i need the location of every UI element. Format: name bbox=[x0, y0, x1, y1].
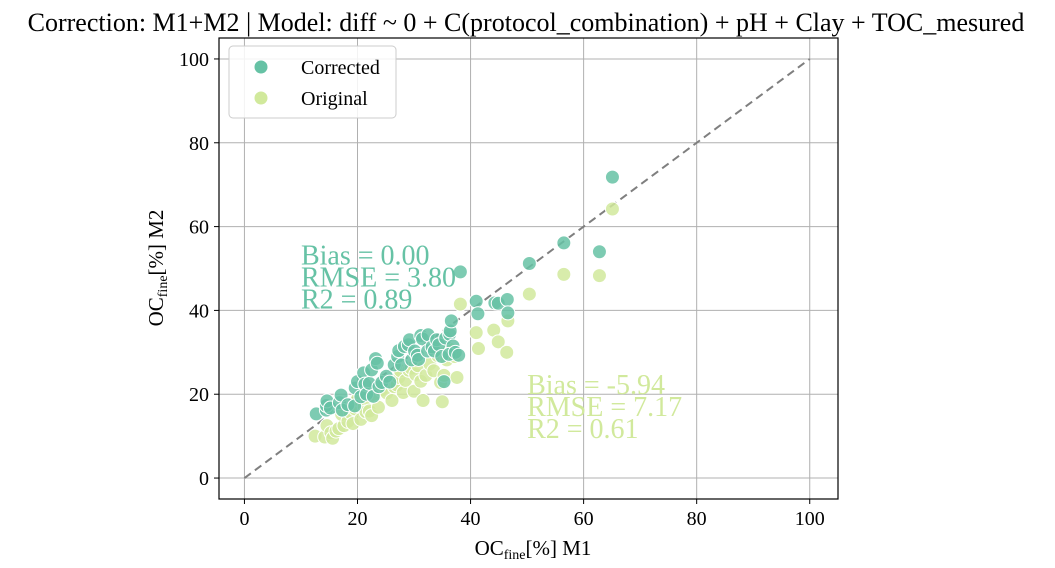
x-axis-label-rest: [%] M1 bbox=[526, 536, 592, 560]
data-point bbox=[556, 266, 572, 282]
data-point bbox=[591, 268, 607, 284]
stat-corrected: Bias = 0.00 bbox=[301, 240, 430, 271]
y-axis-label-base: OC bbox=[144, 297, 168, 326]
series-layer bbox=[307, 169, 620, 446]
data-point bbox=[499, 344, 515, 360]
x-tick-label: 0 bbox=[239, 508, 249, 530]
series-corrected bbox=[308, 169, 620, 422]
data-point bbox=[470, 341, 486, 357]
data-point bbox=[470, 306, 486, 322]
data-point bbox=[443, 313, 459, 329]
legend: Corrected Original bbox=[228, 45, 397, 119]
y-tick-label: 60 bbox=[189, 217, 209, 239]
legend-label-original: Original bbox=[301, 88, 368, 110]
stat-original: Bias = -5.94 bbox=[527, 370, 665, 401]
x-tick-label: 100 bbox=[795, 508, 825, 530]
data-point bbox=[468, 293, 484, 309]
x-axis-label-sub: fine bbox=[504, 548, 526, 563]
stat-original: R2 = 0.61 bbox=[527, 414, 638, 445]
stat-corrected: R2 = 0.89 bbox=[301, 284, 412, 315]
plot-frame bbox=[218, 37, 839, 500]
data-point bbox=[434, 394, 450, 410]
data-point bbox=[499, 292, 515, 308]
y-tick-label: 0 bbox=[199, 468, 209, 490]
data-point bbox=[449, 369, 465, 385]
data-point bbox=[490, 334, 506, 350]
chart-title: Correction: M1+M2 | Model: diff ~ 0 + C(… bbox=[28, 8, 1025, 37]
x-axis-label: OCfine[%] M1 bbox=[475, 536, 592, 563]
data-point bbox=[604, 201, 620, 217]
legend-marker-original bbox=[253, 90, 269, 106]
y-axis-label-sub: fine bbox=[156, 275, 171, 297]
data-point bbox=[604, 169, 620, 185]
data-point bbox=[468, 325, 484, 341]
x-axis-ticks: 0 20 40 60 80 100 bbox=[239, 499, 825, 530]
data-point bbox=[452, 264, 468, 280]
data-point bbox=[452, 296, 468, 312]
data-point bbox=[500, 305, 516, 321]
x-tick-label: 20 bbox=[347, 508, 367, 530]
data-point bbox=[556, 235, 572, 251]
x-axis-label-base: OC bbox=[475, 536, 504, 560]
y-axis-ticks: 0 20 40 60 80 100 bbox=[179, 49, 219, 490]
data-point bbox=[436, 374, 452, 390]
legend-label-corrected: Corrected bbox=[301, 57, 380, 79]
y-tick-label: 40 bbox=[189, 300, 209, 322]
data-point bbox=[521, 255, 537, 271]
data-point bbox=[369, 355, 385, 371]
stat-original: RMSE = 7.17 bbox=[527, 392, 682, 423]
x-tick-label: 80 bbox=[687, 508, 707, 530]
y-tick-label: 100 bbox=[179, 49, 209, 71]
y-tick-label: 20 bbox=[189, 384, 209, 406]
data-point bbox=[451, 347, 467, 363]
legend-marker-corrected bbox=[253, 59, 269, 75]
x-tick-label: 60 bbox=[574, 508, 594, 530]
x-tick-label: 40 bbox=[461, 508, 481, 530]
data-point bbox=[521, 286, 537, 302]
data-point bbox=[415, 393, 431, 409]
data-point bbox=[591, 244, 607, 260]
y-tick-label: 80 bbox=[189, 133, 209, 155]
stat-corrected: RMSE = 3.80 bbox=[301, 262, 456, 293]
data-point bbox=[382, 374, 398, 390]
y-axis-label: OCfine[%] M2 bbox=[144, 210, 171, 327]
y-axis-label-rest: [%] M2 bbox=[144, 210, 168, 276]
